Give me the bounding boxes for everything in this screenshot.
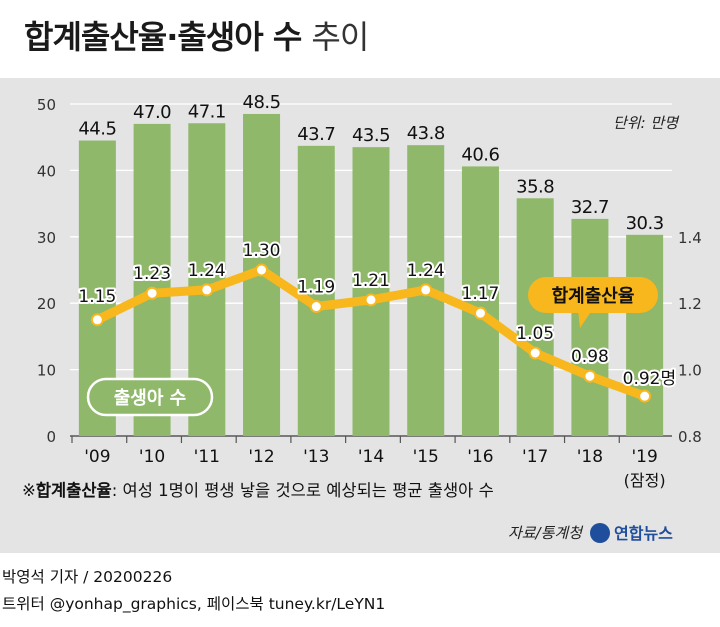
credit-line-2: 트위터 @yonhap_graphics, 페이스북 tuney.kr/LeYN…	[2, 595, 386, 613]
right-axis: 0.8 1.0 1.2 1.4	[678, 229, 702, 446]
rate-point-4	[309, 300, 323, 314]
rate-label-0: 1.15	[78, 287, 116, 307]
bar-labels: 44.5 47.0 47.1 48.5 43.7 43.5 43.8 40.6 35.8 32.7…	[78, 92, 664, 234]
rate-label-4: 1.19	[297, 278, 335, 298]
bar-10	[626, 234, 664, 436]
title-bold: 합계출산율·출생아 수	[24, 18, 302, 56]
unit-note: 단위: 만명	[613, 114, 680, 132]
x-label-0: '09	[84, 447, 110, 467]
rate-point-6	[419, 283, 433, 297]
footnote-term: 합계출산율	[36, 480, 112, 500]
footnote-definition: : 여성 1명이 평생 낳을 것으로 예상되는 평균 출생아 수	[112, 481, 494, 500]
x-label-8: '17	[522, 447, 548, 467]
right-tick-3: 1.4	[678, 229, 702, 247]
left-tick-10: 10	[37, 362, 56, 380]
rate-point-1	[145, 286, 159, 300]
rate-point-8	[528, 346, 542, 360]
right-tick-2: 1.2	[678, 295, 702, 313]
left-tick-20: 20	[37, 295, 56, 313]
rate-label-7: 1.17	[462, 284, 500, 304]
left-axis: 0 10 20 30 40 50	[37, 96, 56, 446]
rate-label-10: 0.92명	[623, 369, 677, 389]
x-label-6: '15	[413, 447, 439, 467]
bar-9	[571, 218, 609, 436]
bar-7	[461, 166, 499, 436]
bar-label-0: 44.5	[78, 119, 116, 140]
x-label-10: '19	[631, 447, 657, 467]
rate-point-9	[583, 369, 597, 383]
x-label-7: '16	[467, 447, 493, 467]
rate-point-10	[638, 389, 652, 403]
chart-svg: 0 10 20 30 40 50 0.8 1.0 1.2 1.4 44.5 47.0 47.1 48.…	[22, 92, 702, 543]
left-tick-0: 0	[46, 428, 56, 446]
rate-label-1: 1.23	[133, 264, 171, 284]
rate-callout-pointer	[578, 310, 592, 328]
footnote: ※합계출산율: 여성 1명이 평생 낳을 것으로 예상되는 평균 출생아 수	[22, 480, 494, 500]
title-light: 추이	[311, 18, 369, 56]
x-label-4: '13	[303, 447, 329, 467]
source: 자료/통계청	[508, 524, 584, 542]
bar-label-1: 47.0	[133, 102, 171, 123]
bar-label-9: 32.7	[571, 197, 609, 218]
yonhap-logo: 연합뉴스	[590, 523, 673, 543]
births-legend-pill	[86, 377, 214, 417]
x-label-5: '14	[358, 447, 384, 467]
rate-point-0	[90, 313, 104, 327]
rate-point-7	[473, 306, 487, 320]
rate-point-3	[255, 263, 269, 277]
rate-legend-label: 합계출산율	[552, 285, 635, 307]
left-tick-30: 30	[37, 229, 56, 247]
bar-5	[352, 147, 390, 436]
births-legend-label: 출생아 수	[114, 388, 187, 409]
bar-4	[297, 145, 335, 436]
left-tick-40: 40	[37, 162, 56, 180]
chart-card: 0 10 20 30 40 50 0.8 1.0 1.2 1.4 44.5 47.0 47.1 48.…	[0, 78, 720, 553]
left-tick-50: 50	[37, 96, 56, 114]
yonhap-logo-icon	[590, 523, 610, 543]
chart-title: 합계출산율·출생아 수 추이	[24, 12, 369, 58]
x-label-2: '11	[194, 447, 220, 467]
x-label-1: '10	[139, 447, 165, 467]
footnote-mark: ※	[22, 481, 36, 500]
right-tick-1: 1.0	[678, 362, 702, 380]
bar-label-5: 43.5	[352, 125, 390, 146]
rate-label-5: 1.21	[352, 271, 390, 291]
x-label-3: '12	[248, 447, 274, 467]
bar-label-6: 43.8	[407, 123, 445, 144]
right-tick-0: 0.8	[678, 428, 702, 446]
bar-label-4: 43.7	[297, 124, 335, 145]
rate-label-9: 0.98	[571, 347, 609, 367]
rate-label-6: 1.24	[407, 261, 445, 281]
x-label-9: '18	[577, 447, 603, 467]
bar-8	[516, 198, 554, 436]
rate-legend-pill	[528, 277, 658, 313]
rate-point-2	[200, 283, 214, 297]
rate-line-layer	[90, 263, 652, 403]
yonhap-logo-text: 연합뉴스	[614, 524, 673, 543]
bar-label-3: 48.5	[243, 92, 281, 113]
category-note: (잠정)	[624, 471, 666, 490]
rate-label-8: 1.05	[516, 324, 554, 344]
credit-line-1: 박영석 기자 / 20200226	[2, 568, 173, 586]
bar-label-2: 47.1	[188, 101, 226, 122]
rate-labels: 1.15 1.23 1.24 1.30 1.19 1.21 1.24 1.17 1.05 0.98…	[76, 239, 678, 391]
bar-label-7: 40.6	[461, 144, 499, 165]
bar-label-8: 35.8	[516, 176, 554, 197]
bar-label-10: 30.3	[626, 213, 664, 234]
rate-point-5	[364, 293, 378, 307]
x-labels: '09 '10 '11 '12 '13 '14 '15 '16 '17 '18 '19 (잠정)	[71, 436, 666, 490]
rate-label-3: 1.30	[243, 241, 281, 261]
rate-label-2: 1.24	[188, 261, 226, 281]
